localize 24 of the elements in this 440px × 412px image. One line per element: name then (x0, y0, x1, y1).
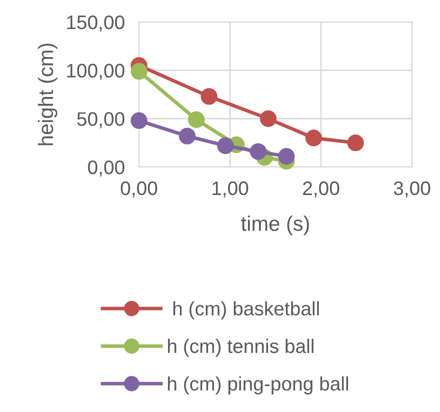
y-tick-label: 0,00 (88, 160, 124, 177)
x-tick-label: 3,00 (394, 181, 430, 198)
point (217, 137, 234, 154)
point (200, 88, 218, 105)
point (278, 148, 295, 165)
legend-label: h (cm) tennis ball (168, 338, 314, 357)
x-tick-label: 2,00 (303, 181, 340, 198)
point (260, 110, 277, 127)
y-tick-label: 150,00 (67, 15, 124, 32)
x-axis-title: time (s) (241, 216, 309, 236)
point (130, 112, 148, 129)
x-tick-label: 0,00 (120, 181, 158, 198)
point (188, 111, 205, 128)
point (130, 62, 148, 80)
y-tick-label: 50,00 (77, 112, 124, 128)
point (305, 130, 322, 146)
y-axis-title: height (cm) (38, 44, 58, 146)
point (347, 134, 364, 152)
legend-label: h (cm) ping-pong ball (168, 376, 348, 394)
x-tick-label: 1,00 (212, 181, 248, 198)
legend-label: h (cm) basketball (173, 301, 319, 320)
y-tick-label: 100,00 (67, 64, 124, 80)
point (178, 128, 196, 144)
point (250, 143, 267, 160)
